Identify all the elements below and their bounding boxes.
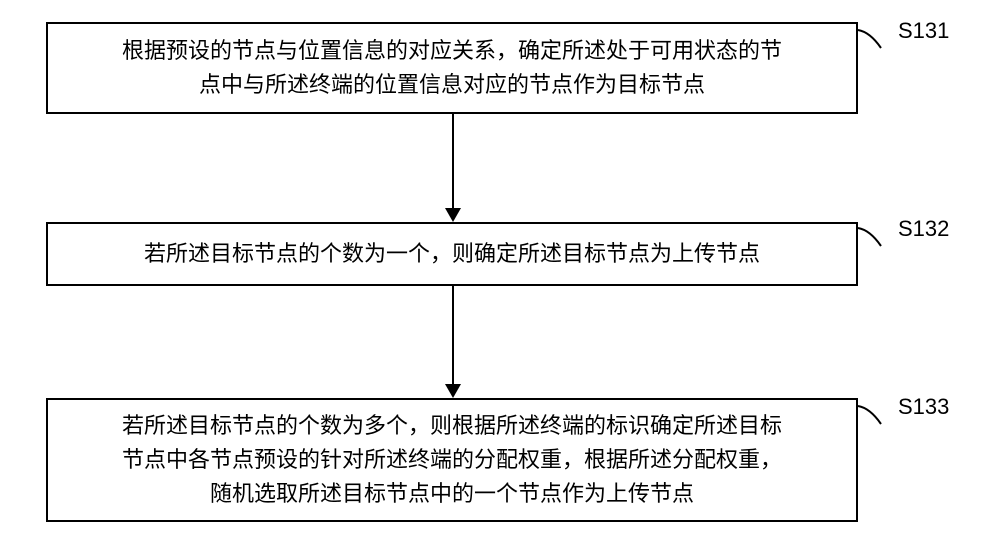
arrow-s132-to-s133 [452,286,454,398]
step-label-s133: S133 [898,394,949,420]
connector-tick-s133 [858,402,886,424]
arrow-s131-to-s132 [452,114,454,222]
connector-tick-s131 [858,26,886,48]
flow-step-s132: 若所述目标节点的个数为一个，则确定所述目标节点为上传节点 [46,222,858,286]
arrow-line [452,114,454,208]
step-label-s131: S131 [898,18,949,44]
arrow-head-icon [445,384,461,398]
flow-step-s133-line1: 若所述目标节点的个数为多个，则根据所述终端的标识确定所述目标 [122,409,782,443]
flow-step-s131-line1: 根据预设的节点与位置信息的对应关系，确定所述处于可用状态的节 [122,34,782,68]
flow-step-s133-line3: 随机选取所述目标节点中的一个节点作为上传节点 [122,477,782,511]
arrow-line [452,286,454,384]
connector-tick-s132 [858,224,886,246]
flowchart-canvas: 根据预设的节点与位置信息的对应关系，确定所述处于可用状态的节 点中与所述终端的位… [0,0,1000,554]
flow-step-s131-line2: 点中与所述终端的位置信息对应的节点作为目标节点 [122,68,782,102]
step-label-s132: S132 [898,216,949,242]
flow-step-s131: 根据预设的节点与位置信息的对应关系，确定所述处于可用状态的节 点中与所述终端的位… [46,22,858,114]
arrow-head-icon [445,208,461,222]
flow-step-s133-line2: 节点中各节点预设的针对所述终端的分配权重，根据所述分配权重， [122,443,782,477]
flow-step-s132-line1: 若所述目标节点的个数为一个，则确定所述目标节点为上传节点 [144,237,760,271]
flow-step-s133: 若所述目标节点的个数为多个，则根据所述终端的标识确定所述目标 节点中各节点预设的… [46,398,858,522]
